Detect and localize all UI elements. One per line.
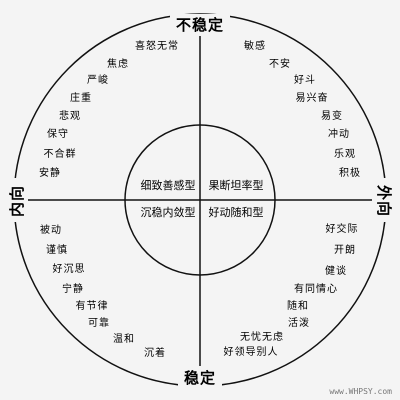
axis-label-left: 内向: [8, 185, 26, 217]
trait-bottom-left: 谨慎: [46, 243, 68, 256]
trait-top-right: 易变: [321, 109, 343, 122]
trait-top-left: 保守: [47, 127, 69, 140]
axis-label-top: 不稳定: [176, 16, 224, 34]
trait-top-right: 不安: [269, 57, 291, 70]
trait-top-right: 乐观: [334, 148, 356, 160]
trait-bottom-right: 有同情心: [294, 282, 338, 295]
trait-top-left: 焦虑: [107, 57, 129, 70]
trait-bottom-right: 好领导别人: [224, 345, 279, 358]
trait-bottom-left: 被动: [40, 223, 62, 236]
trait-top-right: 易兴奋: [296, 91, 329, 104]
axis-label-right: 外向: [375, 184, 393, 217]
trait-bottom-right: 无忧无虑: [240, 330, 284, 343]
trait-top-left: 喜怒无常: [135, 39, 179, 52]
type-label-top-right: 果断坦率型: [209, 178, 264, 192]
trait-bottom-left: 有节律: [76, 299, 109, 312]
trait-top-right: 敏感: [244, 39, 266, 52]
type-label-top-left: 细致善感型: [141, 178, 196, 192]
trait-bottom-right: 好交际: [326, 222, 359, 235]
trait-top-right: 好斗: [294, 74, 316, 86]
type-label-bottom-left: 沉稳内敛型: [141, 205, 196, 219]
trait-bottom-left: 可靠: [88, 316, 110, 329]
watermark: www.WHPSY.com: [329, 387, 392, 396]
trait-bottom-left: 好沉思: [53, 262, 86, 275]
type-label-bottom-right: 好动随和型: [209, 205, 264, 219]
trait-bottom-left: 宁静: [62, 282, 84, 295]
axis-label-bottom: 稳定: [184, 369, 216, 387]
trait-top-left: 悲观: [59, 109, 81, 122]
trait-top-left: 严峻: [87, 73, 109, 86]
trait-bottom-left: 温和: [113, 333, 135, 345]
trait-top-right: 冲动: [328, 127, 350, 140]
trait-top-left: 庄重: [70, 91, 92, 104]
trait-bottom-right: 开朗: [334, 244, 356, 256]
trait-bottom-right: 随和: [287, 299, 309, 312]
trait-top-left: 不合群: [44, 147, 77, 160]
trait-bottom-left: 沉着: [144, 346, 166, 359]
trait-top-right: 积极: [339, 166, 361, 179]
trait-bottom-right: 健谈: [325, 264, 347, 277]
trait-bottom-right: 活泼: [288, 316, 310, 329]
trait-top-left: 安静: [39, 166, 61, 179]
